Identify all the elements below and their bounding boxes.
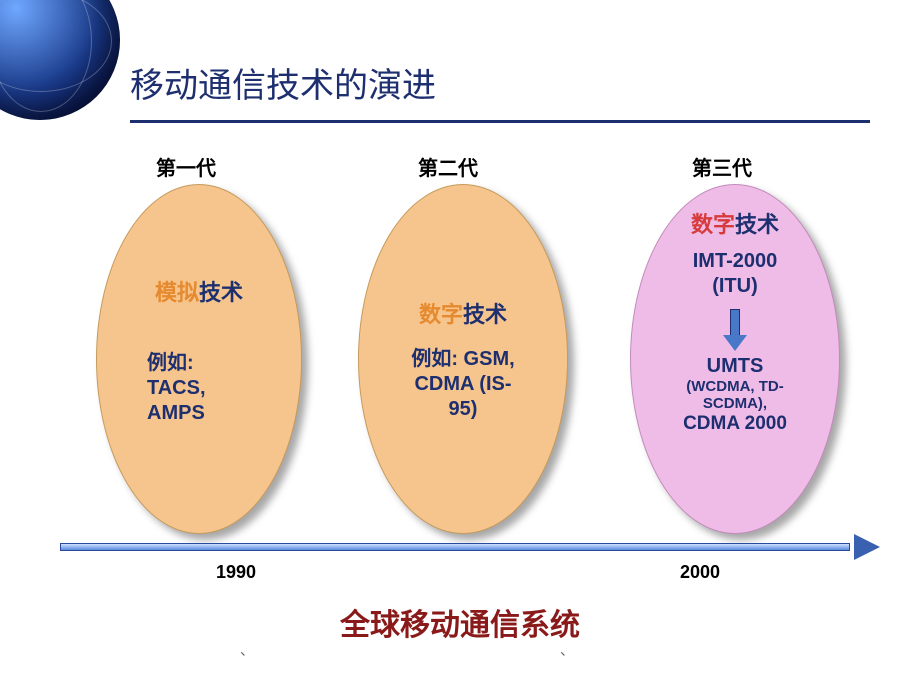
gen3-cdma2000: CDMA 2000 — [683, 413, 787, 435]
tick-mark: 、 — [240, 640, 254, 660]
gen2-ellipse: 数字技术 例如: GSM,CDMA (IS-95) — [358, 184, 568, 534]
gen2-tech: 数字技术 — [419, 297, 507, 329]
gen1-tech-part1: 模拟 — [155, 280, 199, 305]
page-title: 移动通信技术的演进 — [130, 58, 436, 107]
gen3-label: 第三代 — [692, 152, 752, 181]
gen1-tech: 模拟技术 — [155, 275, 243, 307]
title-underline — [130, 120, 870, 123]
gen3-imt: IMT-2000(ITU) — [673, 249, 797, 299]
gen1-label: 第一代 — [156, 152, 216, 181]
gen3-tech-part1: 数字 — [691, 212, 735, 237]
gen2-tech-part1: 数字 — [419, 302, 463, 327]
tick-mark: 、 — [560, 640, 574, 660]
gen3-wcdma: (WCDMA, TD-SCDMA), — [686, 378, 783, 413]
gen3-ellipse: 数字技术 IMT-2000(ITU) UMTS (WCDMA, TD-SCDMA… — [630, 184, 840, 534]
footer-title: 全球移动通信系统 — [0, 600, 920, 644]
gen3-umts: UMTS — [707, 355, 764, 378]
down-arrow-icon — [725, 309, 745, 349]
year-1990: 1990 — [216, 562, 256, 583]
year-2000: 2000 — [680, 562, 720, 583]
gen1-ellipse: 模拟技术 例如:TACS,AMPS — [96, 184, 302, 534]
gen3-tech: 数字技术 — [691, 207, 779, 239]
gen3-tech-part2: 技术 — [735, 212, 779, 237]
gen1-tech-part2: 技术 — [199, 280, 243, 305]
globe-decoration — [0, 0, 120, 120]
timeline-arrow — [60, 540, 880, 554]
gen2-examples: 例如: GSM,CDMA (IS-95) — [391, 347, 534, 422]
gen1-examples: 例如:TACS,AMPS — [127, 351, 226, 426]
gen2-tech-part2: 技术 — [463, 302, 507, 327]
gen2-label: 第二代 — [418, 152, 478, 181]
